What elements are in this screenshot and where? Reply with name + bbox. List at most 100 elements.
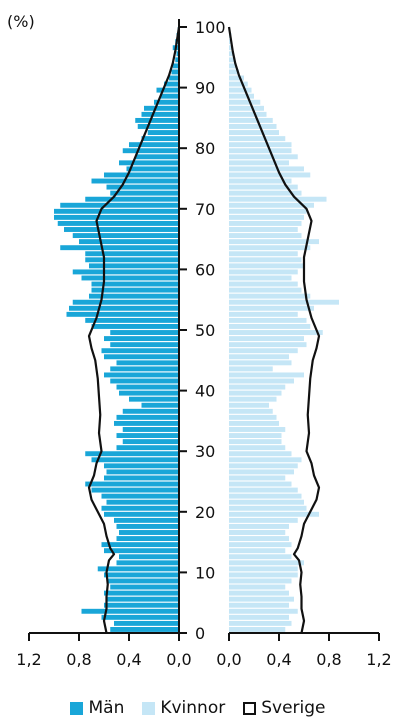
men-bar-age-59 [72,269,179,275]
men-bar-age-83 [137,124,179,129]
men-bar-age-74 [91,178,179,184]
women-bar-age-56 [229,287,302,293]
men-bar-age-91 [169,75,179,81]
men-bar-age-46 [101,348,179,354]
women-bars [229,27,339,632]
women-bar-age-4 [229,602,289,608]
men-bar-age-4 [104,602,179,608]
men-bar-age-5 [106,596,179,602]
women-bar-age-20 [229,505,307,511]
y-tick-label: 10 [195,563,215,582]
sweden-line-men-side [87,26,181,634]
men-bar-age-10 [97,566,179,572]
women-bar-age-51 [229,317,307,323]
women-bar-age-39 [229,390,282,396]
men-bar-age-7 [110,584,179,590]
men-bar-age-31 [122,439,179,445]
women-bar-age-16 [229,530,286,535]
men-bar-age-72 [110,190,179,196]
men-bar-age-92 [171,69,179,75]
women-bar-age-47 [229,342,307,348]
women-bar-age-37 [229,402,269,408]
women-bar-age-92 [229,69,239,75]
men-bar-age-80 [129,142,179,148]
legend-label-sweden: Sverige [261,698,326,718]
women-bar-age-72 [229,190,302,196]
women-bar-age-18 [229,517,298,523]
men-bar-age-17 [116,523,179,529]
men-bar-age-41 [110,378,179,384]
men-bar-age-25 [104,475,179,481]
women-bar-age-94 [229,57,236,63]
legend-swatch-sweden [243,701,257,715]
women-bar-age-90 [229,81,248,87]
men-bar-age-64 [79,239,179,245]
men-bar-age-66 [64,227,179,232]
men-bar-age-0 [110,627,179,632]
women-bar-age-43 [229,366,273,372]
y-tick-label: 60 [195,260,215,279]
sweden-line-women-side [227,26,321,634]
axes [28,19,380,641]
men-bar-age-88 [160,93,179,99]
y-tick-label: 90 [195,79,215,98]
women-bar-age-59 [229,269,298,275]
women-bar-age-77 [229,160,289,166]
men-bar-age-54 [72,299,179,305]
women-bar-age-49 [229,330,323,335]
women-bar-age-66 [229,227,298,232]
women-bar-age-21 [229,499,304,505]
men-bar-age-42 [104,372,179,378]
y-axis-unit-label: (%) [7,12,35,31]
women-bar-age-89 [229,87,252,93]
women-bar-age-80 [229,142,292,148]
legend-swatch-women [142,701,156,715]
women-bar-age-30 [229,445,286,451]
men-bar-age-76 [126,166,179,172]
men-bar-age-36 [122,408,179,414]
men-bar-age-21 [106,499,179,505]
men-bar-age-24 [85,481,179,487]
men-x-tick-label: 0,4 [116,650,141,669]
women-bar-age-40 [229,384,286,390]
women-bar-age-48 [229,336,304,342]
men-bar-age-3 [81,608,179,614]
women-bar-age-96 [229,45,233,51]
women-bar-age-32 [229,433,282,438]
women-bar-age-95 [229,51,234,57]
men-bar-age-82 [147,130,179,135]
women-bar-age-54 [229,299,339,305]
women-x-tick-label: 0,8 [316,650,341,669]
women-bar-age-55 [229,293,311,299]
men-bar-age-40 [116,384,179,390]
women-bar-age-82 [229,130,279,135]
men-bar-age-57 [91,281,179,287]
men-bar-age-32 [116,433,179,438]
women-bar-age-22 [229,493,302,499]
y-tick-label: 30 [195,442,215,461]
men-bar-age-53 [69,305,179,311]
women-bar-age-46 [229,348,298,354]
men-bar-age-27 [104,463,179,469]
women-bar-age-41 [229,378,294,384]
women-bar-age-31 [229,439,282,445]
women-bar-age-5 [229,596,294,602]
men-bar-age-51 [85,317,179,323]
men-bar-age-69 [54,208,179,214]
women-bar-age-61 [229,257,302,263]
men-x-tick-label: 0,0 [166,650,191,669]
women-bar-age-36 [229,408,273,414]
men-bar-age-75 [104,172,179,178]
men-bar-age-43 [110,366,179,372]
women-bar-age-13 [229,548,286,554]
women-bar-age-19 [229,511,319,517]
men-bar-age-85 [141,111,179,117]
women-bar-age-67 [229,220,302,226]
women-bar-age-50 [229,324,311,329]
women-bar-age-81 [229,136,286,142]
men-bar-age-35 [116,414,179,420]
men-bar-age-81 [141,136,179,142]
men-bar-age-73 [106,184,179,190]
women-bar-age-23 [229,487,298,493]
women-bar-age-78 [229,154,298,160]
